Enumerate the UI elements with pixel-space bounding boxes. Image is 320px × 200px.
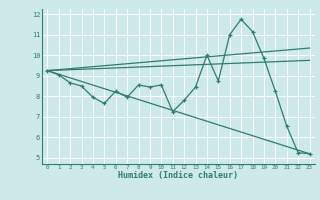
X-axis label: Humidex (Indice chaleur): Humidex (Indice chaleur) <box>118 171 238 180</box>
